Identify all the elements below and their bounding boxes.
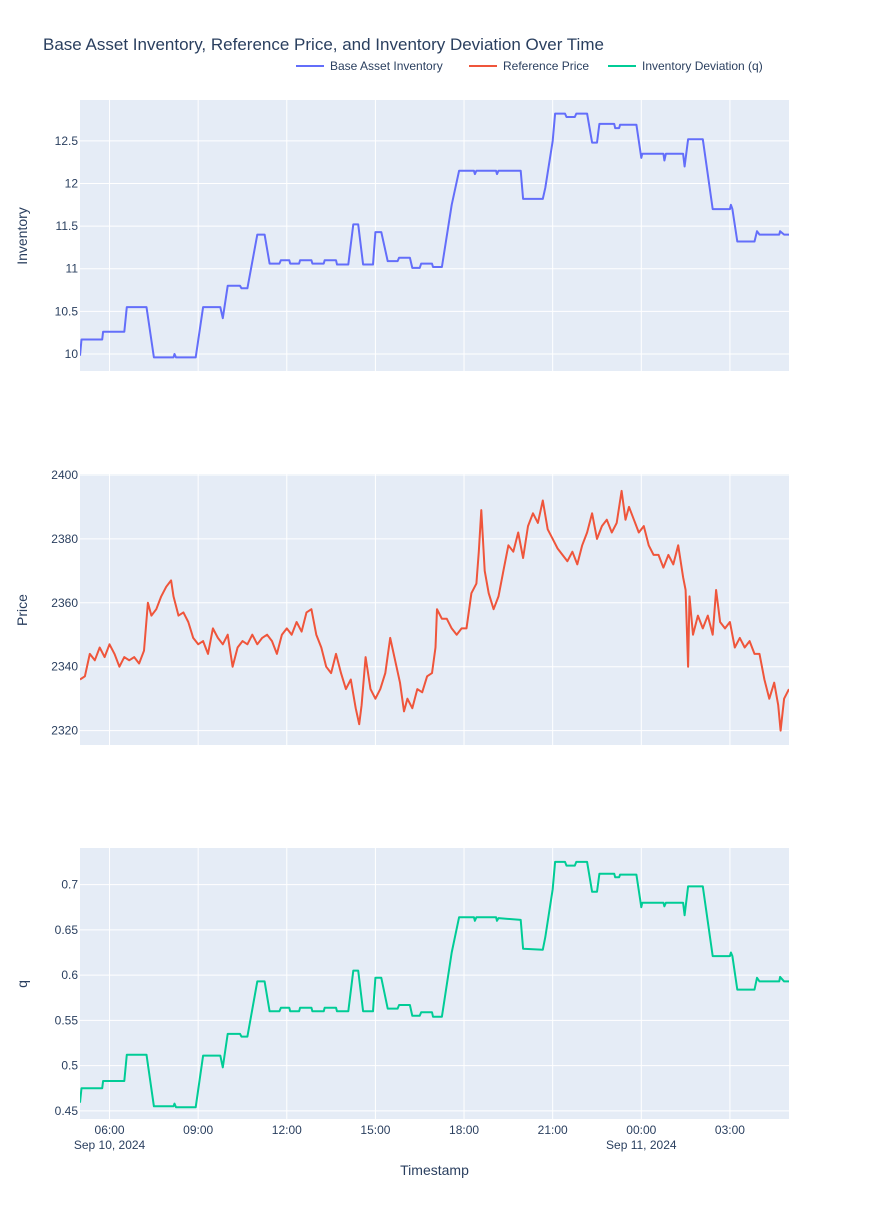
subplot-3: 0.45 0.5 0.55 0.6 0.65 0.7 q — [14, 848, 789, 1119]
x-tick-label: 00:00 — [626, 1123, 656, 1137]
x-tick-sublabel: Sep 10, 2024 — [74, 1138, 146, 1152]
subplot-1: 10 10.5 11 11.5 12 12.5 Inventory — [14, 100, 789, 371]
y-tick-label: 0.6 — [61, 968, 78, 982]
x-tick-label: 12:00 — [272, 1123, 302, 1137]
y-tick-label: 0.45 — [55, 1104, 79, 1118]
y-tick-label: 2340 — [51, 660, 78, 674]
series-line-2 — [80, 489, 789, 732]
plot-area-3 — [80, 848, 789, 1119]
legend-item[interactable]: Reference Price — [469, 59, 589, 73]
legend-label: Base Asset Inventory — [330, 59, 443, 73]
y-axis-title: Inventory — [14, 207, 30, 265]
y-tick-label: 11.5 — [56, 219, 79, 233]
y-tick-label: 2360 — [51, 596, 78, 610]
y-tick-label: 2320 — [51, 724, 78, 738]
chart-title: Base Asset Inventory, Reference Price, a… — [43, 35, 604, 54]
x-tick-label: 18:00 — [449, 1123, 479, 1137]
x-axis-title: Timestamp — [400, 1162, 469, 1178]
legend-label: Inventory Deviation (q) — [642, 59, 763, 73]
x-tick-sublabel: Sep 11, 2024 — [606, 1138, 677, 1152]
x-tick-label: 15:00 — [360, 1123, 390, 1137]
y-tick-label: 11 — [66, 262, 79, 276]
x-tick-label: 09:00 — [183, 1123, 213, 1137]
x-tick-label: 21:00 — [538, 1123, 568, 1137]
x-tick-label: 03:00 — [715, 1123, 745, 1137]
legend-item[interactable]: Base Asset Inventory — [296, 59, 443, 73]
y-tick-label: 0.55 — [55, 1013, 79, 1027]
plot-area-2 — [80, 474, 789, 745]
y-tick-label: 2380 — [51, 532, 78, 546]
x-tick-label: 06:00 — [95, 1123, 125, 1137]
y-tick-label: 0.7 — [61, 878, 78, 892]
y-tick-label: 10.5 — [55, 304, 79, 318]
legend[interactable]: Base Asset Inventory Reference Price Inven… — [296, 59, 763, 73]
y-tick-label: 12 — [65, 177, 79, 191]
y-tick-label: 0.5 — [61, 1059, 78, 1073]
y-tick-label: 2400 — [51, 468, 78, 482]
y-axis-title: Price — [14, 594, 30, 626]
legend-item[interactable]: Inventory Deviation (q) — [608, 59, 763, 73]
subplots: 1010.51111.51212.5Inventory2320234023602… — [14, 100, 789, 1152]
y-tick-label: 10 — [65, 347, 79, 361]
y-axis-title: q — [14, 980, 30, 988]
legend-label: Reference Price — [503, 59, 589, 73]
y-tick-label: 12.5 — [55, 134, 79, 148]
series-line-3 — [80, 860, 789, 1109]
subplot-2: 2320 2340 2360 2380 2400 Price — [14, 468, 789, 745]
series-line-1 — [80, 112, 789, 359]
y-tick-label: 0.65 — [55, 923, 79, 937]
